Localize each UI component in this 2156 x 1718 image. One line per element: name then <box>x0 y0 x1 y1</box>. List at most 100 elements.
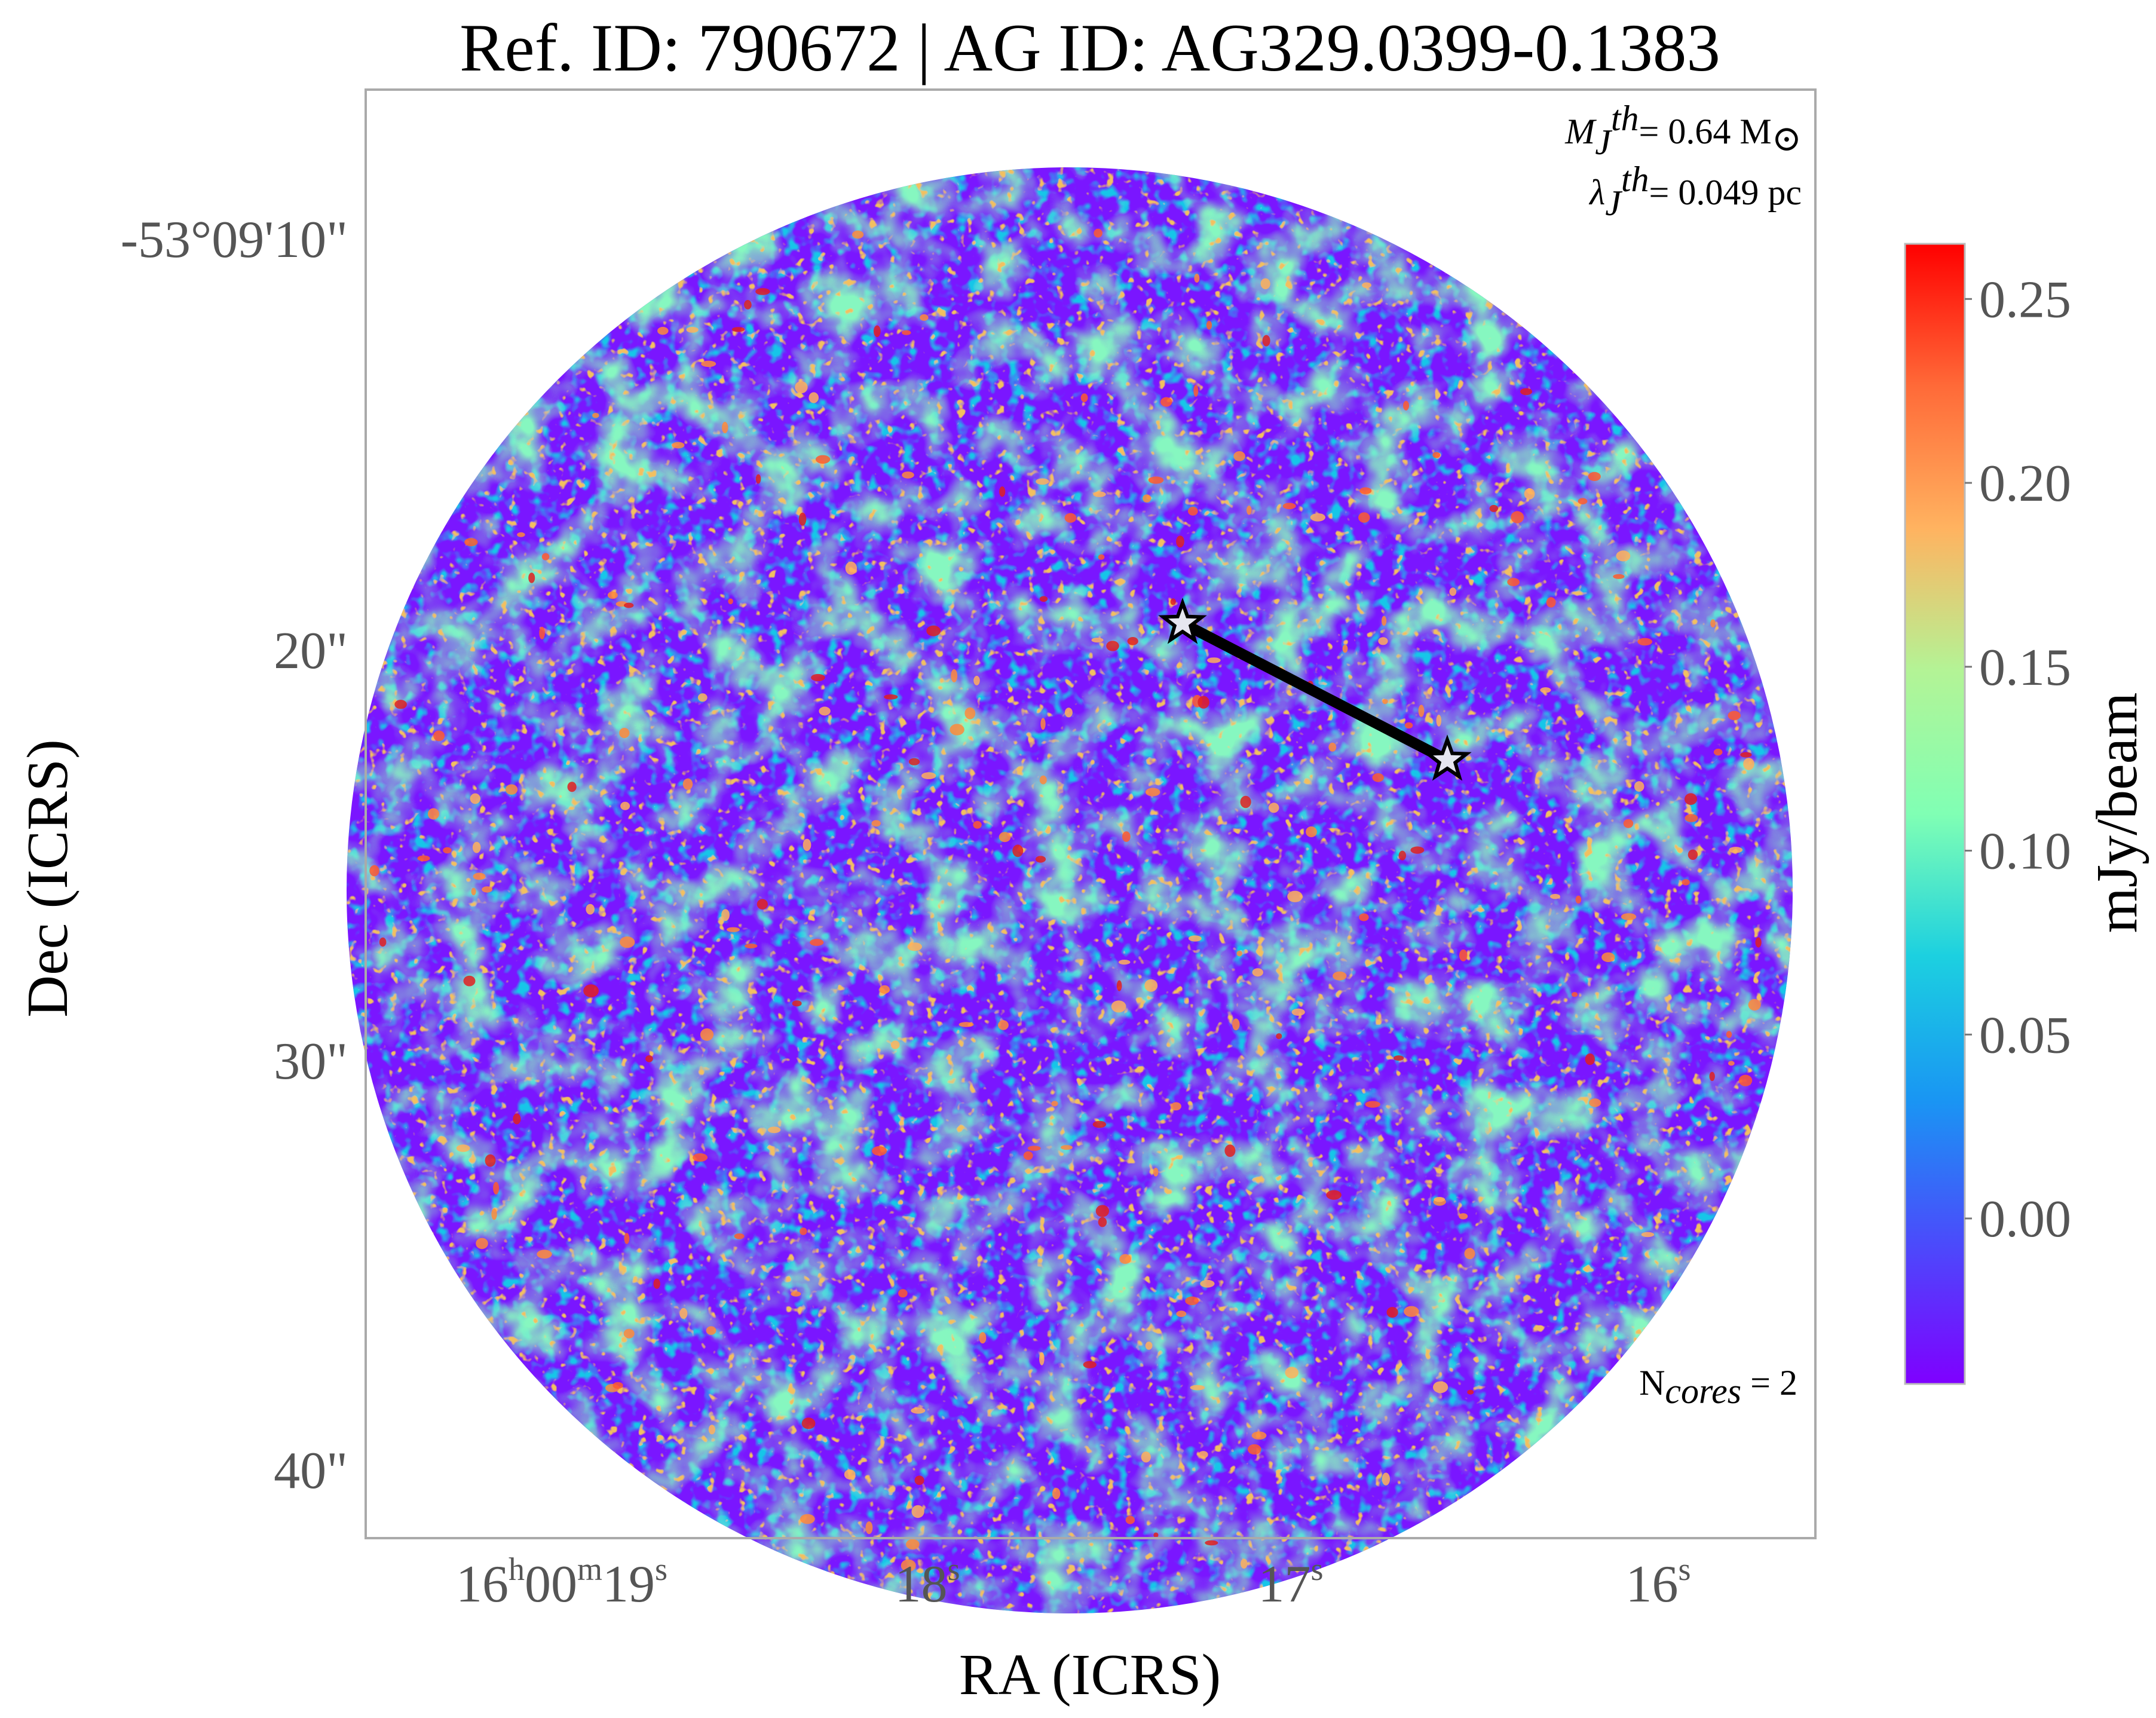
intensity-speckle <box>1306 826 1317 837</box>
intensity-speckle <box>473 872 486 880</box>
intensity-speckle <box>1116 980 1122 991</box>
intensity-speckle <box>958 1022 974 1027</box>
intensity-speckle <box>657 327 669 335</box>
intensity-speckle <box>1127 637 1138 645</box>
intensity-speckle <box>612 1382 623 1389</box>
intensity-speckle <box>1685 814 1698 822</box>
intensity-speckle <box>1432 452 1441 458</box>
intensity-speckle <box>1546 597 1556 608</box>
intensity-speckle <box>1064 708 1073 718</box>
intensity-speckle <box>907 942 922 951</box>
intensity-speckle <box>1729 847 1743 853</box>
intensity-speckle <box>757 899 768 909</box>
intensity-speckle <box>1188 935 1202 942</box>
intensity-speckle <box>1524 488 1535 500</box>
intensity-speckle <box>493 1181 500 1195</box>
intensity-speckle <box>1588 471 1601 482</box>
intensity-speckle <box>815 455 831 464</box>
y-tick-label: 30" <box>274 1033 348 1091</box>
colorbar: 0.25 0.20 0.15 0.10 0.05 0.00 mJy/beam <box>1904 243 2149 1385</box>
intensity-speckle <box>679 1307 688 1319</box>
intensity-speckle <box>1418 705 1425 717</box>
y-tick-labels: -53°09'10" 20" 30" 40" <box>121 211 348 1500</box>
intensity-speckle <box>539 626 545 639</box>
intensity-speckle <box>865 1521 873 1535</box>
intensity-speckle <box>906 1539 920 1550</box>
intensity-speckle <box>427 808 439 820</box>
intensity-speckle <box>795 381 808 394</box>
intensity-speckle <box>1111 1000 1126 1013</box>
intensity-speckle <box>1198 1451 1208 1459</box>
intensity-speckle <box>1362 282 1371 289</box>
intensity-speckle <box>998 1020 1009 1030</box>
colorbar-gradient <box>1904 243 1966 1385</box>
intensity-speckle <box>672 442 685 449</box>
intensity-speckle <box>1358 512 1370 523</box>
y-tick-label: 40" <box>274 1442 348 1500</box>
intensity-speckle <box>1359 913 1369 921</box>
intensity-speckle <box>731 327 745 332</box>
intensity-speckle <box>433 730 445 742</box>
intensity-speckle <box>463 975 476 987</box>
core-marker-1 <box>1158 598 1207 644</box>
intensity-speckle <box>1613 574 1625 579</box>
intensity-speckle <box>1755 937 1762 948</box>
intensity-speckle <box>1200 1279 1215 1288</box>
intensity-speckle <box>1064 513 1077 523</box>
intensity-speckle <box>1171 1102 1181 1111</box>
intensity-speckle <box>1193 385 1199 397</box>
intensity-speckle <box>1342 644 1348 653</box>
intensity-speckle <box>1378 637 1388 645</box>
intensity-speckle <box>1728 1061 1735 1066</box>
intensity-speckle <box>1276 1033 1282 1039</box>
intensity-speckle <box>1403 400 1409 411</box>
intensity-speckle <box>1404 722 1413 729</box>
y-axis-label: Dec (ICRS) <box>16 739 80 1017</box>
intensity-speckle <box>792 1000 802 1007</box>
x-tick-label: 18s <box>895 1551 960 1613</box>
intensity-speckle <box>505 784 518 795</box>
intensity-speckle <box>1372 773 1384 782</box>
intensity-speckle <box>682 778 693 790</box>
intensity-speckle <box>798 512 807 526</box>
intensity-speckle <box>1194 274 1200 283</box>
intensity-speckle <box>1240 795 1251 809</box>
intensity-speckle <box>1125 1515 1135 1524</box>
intensity-speckle <box>1094 228 1102 238</box>
intensity-speckle <box>1641 1232 1655 1238</box>
intensity-speckle <box>586 904 595 915</box>
intensity-speckle <box>1260 278 1270 290</box>
intensity-speckle <box>1153 1168 1159 1177</box>
intensity-speckle <box>1623 819 1634 828</box>
intensity-speckle <box>871 820 881 827</box>
colorbar-tick-label: 0.10 <box>1979 823 2071 881</box>
intensity-speckle <box>1398 850 1406 860</box>
intensity-speckle <box>1039 775 1047 785</box>
intensity-speckle <box>1236 950 1242 957</box>
colorbar-tick-label: 0.20 <box>1979 455 2071 513</box>
intensity-speckle <box>734 1233 745 1239</box>
intensity-speckle <box>1282 503 1296 510</box>
intensity-speckle <box>1728 711 1741 721</box>
intensity-speckle <box>728 598 733 605</box>
intensity-speckle <box>1507 578 1520 586</box>
intensity-speckle <box>1232 1018 1240 1031</box>
intensity-speckle <box>1285 1367 1298 1379</box>
intensity-speckle <box>620 936 635 948</box>
intensity-speckle <box>693 1153 708 1162</box>
intensity-speckle <box>476 1238 488 1250</box>
intensity-speckle <box>1634 781 1644 792</box>
intensity-speckle <box>1148 476 1164 484</box>
intensity-speckle <box>964 707 976 719</box>
colorbar-tick-label: 0.05 <box>1979 1006 2071 1064</box>
jeans-length-annotation: λJth= 0.049 pc <box>1588 160 1802 223</box>
intensity-speckle <box>1083 1361 1097 1368</box>
intensity-speckle <box>1205 1540 1218 1546</box>
intensity-speckle <box>697 693 708 702</box>
intensity-speckle <box>745 944 758 949</box>
intensity-speckle <box>541 553 550 561</box>
intensity-speckle <box>755 474 761 484</box>
intensity-speckle <box>898 1289 908 1298</box>
x-tick-label: 16s <box>1625 1551 1690 1613</box>
intensity-speckle <box>1326 1190 1342 1200</box>
